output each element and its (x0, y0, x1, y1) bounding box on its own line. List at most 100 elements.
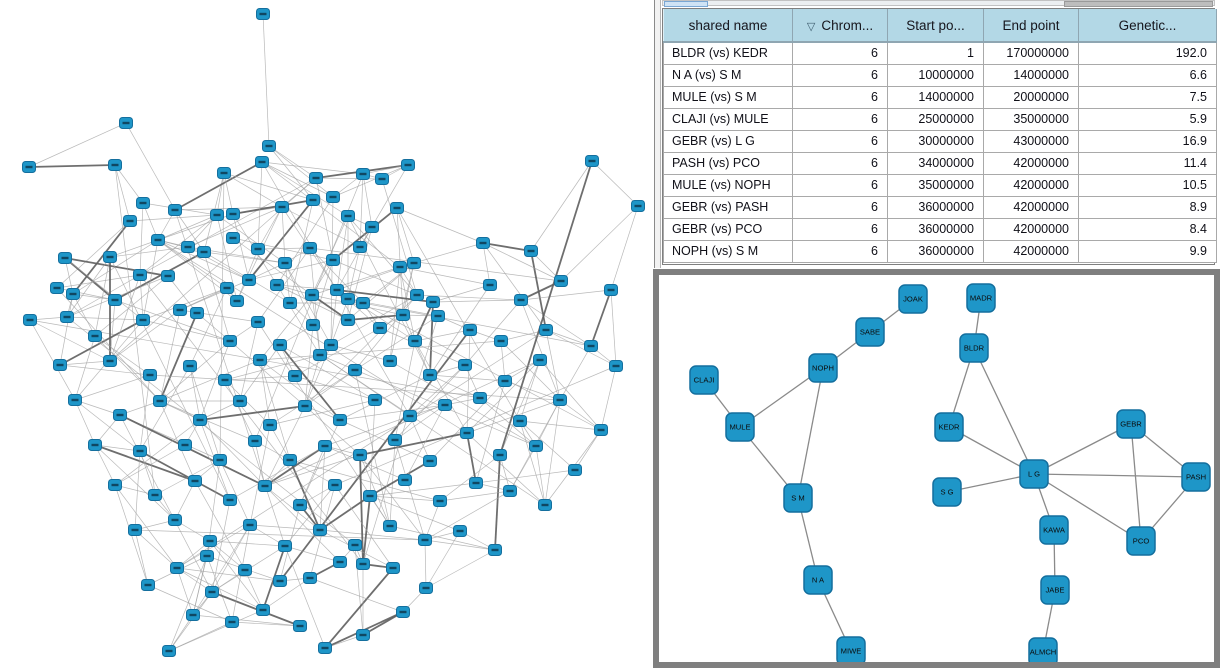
network-node[interactable] (188, 475, 202, 487)
node-shape[interactable] (1039, 515, 1069, 545)
column-header-chrom---[interactable]: ▽ Chrom... (792, 9, 888, 43)
network-node[interactable] (23, 314, 37, 326)
network-node[interactable] (356, 297, 370, 309)
network-node-pco[interactable]: PCO (1126, 526, 1156, 556)
network-node[interactable] (278, 540, 292, 552)
value-cell[interactable]: 6 (792, 129, 888, 153)
network-node[interactable] (324, 339, 338, 351)
network-node-lg[interactable]: L G (1019, 459, 1049, 489)
network-node-almch[interactable]: ALMCH (1028, 637, 1058, 662)
value-cell[interactable]: 34000000 (887, 151, 984, 175)
value-cell[interactable]: 36000000 (887, 195, 984, 219)
value-cell[interactable]: 6 (792, 173, 888, 197)
network-node[interactable] (568, 464, 582, 476)
network-node[interactable] (631, 200, 645, 212)
network-node[interactable] (341, 210, 355, 222)
network-node[interactable] (183, 360, 197, 372)
value-cell[interactable]: 35000000 (983, 107, 1079, 131)
node-shape[interactable] (1019, 459, 1049, 489)
network-node[interactable] (148, 489, 162, 501)
table-row[interactable]: BLDR (vs) KEDR 6 1 170000000 192.0 (663, 41, 1217, 65)
network-node[interactable] (273, 339, 287, 351)
network-node[interactable] (453, 525, 467, 537)
node-shape[interactable] (855, 317, 885, 347)
value-cell[interactable]: 25000000 (887, 107, 984, 131)
network-node[interactable] (173, 304, 187, 316)
network-node[interactable] (356, 168, 370, 180)
network-node[interactable] (407, 257, 421, 269)
network-node[interactable] (533, 354, 547, 366)
network-node[interactable] (108, 159, 122, 171)
network-node[interactable] (178, 439, 192, 451)
network-node[interactable] (388, 434, 402, 446)
network-node[interactable] (529, 440, 543, 452)
value-cell[interactable]: 6 (792, 41, 888, 65)
network-node[interactable] (242, 274, 256, 286)
network-node-jabe[interactable]: JABE (1040, 575, 1070, 605)
node-shape[interactable] (836, 636, 866, 662)
filter-sort-icon[interactable]: ▽ (806, 20, 816, 33)
value-cell[interactable]: 14000000 (887, 85, 984, 109)
node-shape[interactable] (1126, 526, 1156, 556)
network-node[interactable] (401, 159, 415, 171)
value-cell[interactable]: 8.9 (1078, 195, 1217, 219)
node-shape[interactable] (803, 565, 833, 595)
network-node[interactable] (318, 642, 332, 654)
network-node[interactable] (460, 427, 474, 439)
scrollbar-thumb-right[interactable] (1064, 1, 1213, 7)
shared-name-cell[interactable]: NOPH (vs) S M (663, 239, 793, 263)
table-row[interactable]: GEBR (vs) PCO 6 36000000 42000000 8.4 (663, 217, 1217, 241)
network-node[interactable] (333, 414, 347, 426)
network-node[interactable] (431, 310, 445, 322)
table-row[interactable]: MULE (vs) S M 6 14000000 20000000 7.5 (663, 85, 1217, 109)
network-node[interactable] (288, 370, 302, 382)
value-cell[interactable]: 42000000 (983, 151, 1079, 175)
network-node[interactable] (375, 173, 389, 185)
network-node[interactable] (123, 215, 137, 227)
node-shape[interactable] (725, 412, 755, 442)
network-node[interactable] (162, 645, 176, 657)
node-shape[interactable] (932, 477, 962, 507)
value-cell[interactable]: 42000000 (983, 217, 1079, 241)
node-shape[interactable] (966, 283, 996, 313)
value-cell[interactable]: 10.5 (1078, 173, 1217, 197)
value-cell[interactable]: 43000000 (983, 129, 1079, 153)
node-shape[interactable] (689, 365, 719, 395)
network-node[interactable] (473, 392, 487, 404)
network-node[interactable] (200, 550, 214, 562)
column-header-shared-name[interactable]: shared name (663, 9, 793, 43)
network-node-sabe[interactable]: SABE (855, 317, 885, 347)
network-node[interactable] (328, 479, 342, 491)
network-node[interactable] (298, 400, 312, 412)
network-node[interactable] (303, 242, 317, 254)
network-node[interactable] (423, 369, 437, 381)
network-node[interactable] (226, 232, 240, 244)
network-node-bldr[interactable]: BLDR (959, 333, 989, 363)
shared-name-cell[interactable]: N A (vs) S M (663, 63, 793, 87)
network-node[interactable] (419, 582, 433, 594)
network-node[interactable] (326, 191, 340, 203)
network-node[interactable] (303, 572, 317, 584)
table-row[interactable]: PASH (vs) PCO 6 34000000 42000000 11.4 (663, 151, 1217, 175)
network-node[interactable] (133, 269, 147, 281)
network-node[interactable] (476, 237, 490, 249)
scrollbar-thumb[interactable] (664, 1, 708, 7)
network-node[interactable] (223, 335, 237, 347)
column-header-start-po---[interactable]: Start po... (887, 9, 984, 43)
network-node[interactable] (514, 294, 528, 306)
table-row[interactable]: MULE (vs) NOPH 6 35000000 42000000 10.5 (663, 173, 1217, 197)
network-node[interactable] (306, 319, 320, 331)
network-node-noph[interactable]: NOPH (808, 353, 838, 383)
network-node[interactable] (309, 172, 323, 184)
network-node[interactable] (68, 394, 82, 406)
network-node[interactable] (225, 616, 239, 628)
value-cell[interactable]: 6 (792, 195, 888, 219)
network-node[interactable] (488, 544, 502, 556)
network-node[interactable] (153, 395, 167, 407)
table-row[interactable]: GEBR (vs) PASH 6 36000000 42000000 8.9 (663, 195, 1217, 219)
network-node[interactable] (210, 209, 224, 221)
network-node[interactable] (136, 314, 150, 326)
network-node[interactable] (383, 355, 397, 367)
network-node[interactable] (243, 519, 257, 531)
network-node[interactable] (433, 495, 447, 507)
